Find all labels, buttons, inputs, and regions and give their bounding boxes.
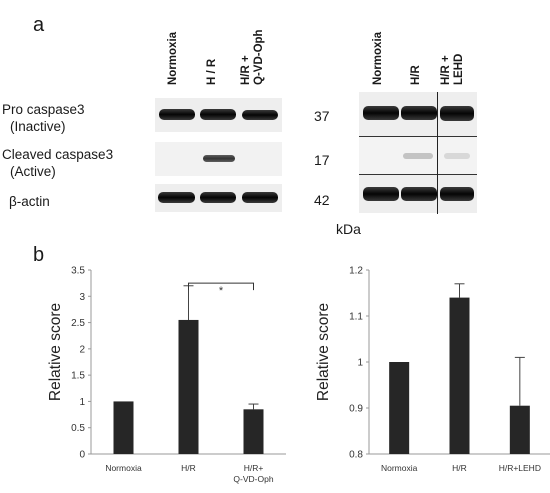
row-label-cleaved-caspase3: Cleaved caspase3 (Active) xyxy=(2,146,113,180)
bar xyxy=(389,362,410,454)
y-tick-label: 0.9 xyxy=(349,404,363,415)
x-tick-label: H/R xyxy=(452,463,467,473)
y-tick-label: 1.5 xyxy=(71,371,85,382)
y-axis-label: Relative score xyxy=(47,303,64,401)
blot-right-pro-caspase3 xyxy=(359,92,477,137)
x-tick-label: H/R+LEHD xyxy=(499,463,541,473)
significance-star: * xyxy=(219,285,224,297)
row-label-line: (Active) xyxy=(10,164,56,179)
bar xyxy=(449,297,470,454)
row-label-beta-actin: β-actin xyxy=(9,194,50,209)
x-tick-label: Q-VD-Oph xyxy=(233,474,273,484)
row-label-line: (Inactive) xyxy=(10,119,66,134)
blot-divider xyxy=(359,136,477,137)
significance-bracket xyxy=(188,282,254,291)
x-tick-label: H/R xyxy=(181,463,196,473)
y-tick-label: 0.5 xyxy=(71,423,85,434)
x-tick-label: Normoxia xyxy=(105,463,142,473)
x-tick-label: H/R+ xyxy=(244,463,264,473)
blot-left-pro-caspase3 xyxy=(155,98,282,132)
y-tick-label: 1.1 xyxy=(349,312,363,323)
bar xyxy=(113,401,134,454)
row-label-line: Cleaved caspase3 xyxy=(2,147,114,162)
y-tick-label: 0.8 xyxy=(349,450,363,461)
blot-divider xyxy=(359,174,477,175)
y-tick-label: 1 xyxy=(79,397,85,408)
bar xyxy=(178,319,199,454)
y-tick-label: 1 xyxy=(357,358,363,369)
chart-qvd-oph: 0 0.5 1 1.5 2 2.5 3 3.5 Relative score Normoxia H/… xyxy=(47,266,286,484)
mw-42: 42 xyxy=(314,192,330,208)
y-tick-label: 0 xyxy=(79,450,85,461)
bar xyxy=(243,409,264,454)
row-label-line: Pro caspase3 xyxy=(2,102,85,117)
mw-unit: kDa xyxy=(336,221,361,237)
panel-letter-a: a xyxy=(33,14,45,36)
blot-left-cleaved-caspase3 xyxy=(155,142,282,176)
mw-37: 37 xyxy=(314,108,330,124)
y-tick-label: 3 xyxy=(79,292,85,303)
chart-lehd: 0.8 0.9 1 1.1 1.2 Relative score Normoxia H/R H/… xyxy=(315,266,550,473)
blot-right-beta-actin xyxy=(359,175,477,213)
blot-right-cleaved-caspase3 xyxy=(359,137,477,175)
y-tick-label: 1.2 xyxy=(349,266,363,277)
y-tick-label: 2 xyxy=(79,344,85,355)
blot-left-beta-actin xyxy=(155,184,282,212)
blot-splice-line xyxy=(437,92,438,214)
y-tick-label: 2.5 xyxy=(71,318,85,329)
mw-17: 17 xyxy=(314,152,330,168)
bar xyxy=(509,405,530,454)
row-label-pro-caspase3: Pro caspase3 (Inactive) xyxy=(2,101,85,135)
y-axis-label: Relative score xyxy=(315,303,332,401)
y-tick-label: 3.5 xyxy=(71,266,85,277)
panel-letter-b: b xyxy=(33,244,45,266)
x-tick-label: Normoxia xyxy=(381,463,418,473)
